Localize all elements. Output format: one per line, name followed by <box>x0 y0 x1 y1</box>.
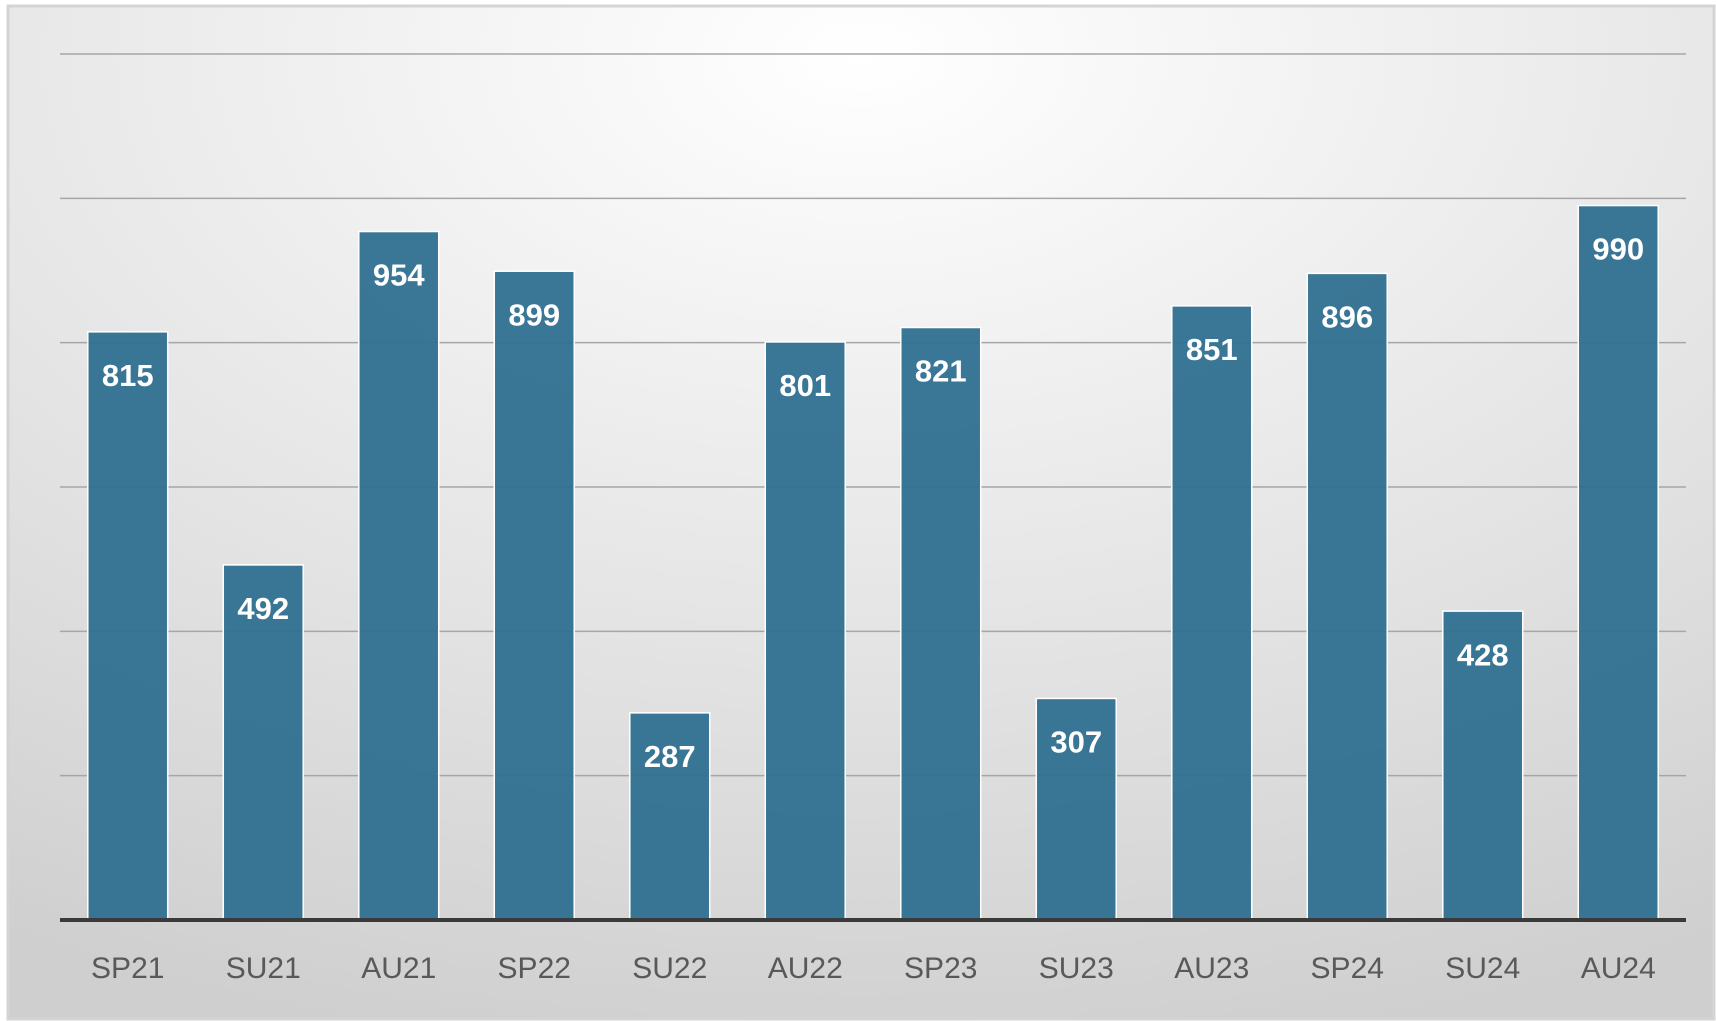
x-tick-label: SP22 <box>498 952 571 985</box>
x-tick-label: SU24 <box>1445 952 1520 985</box>
data-label: 896 <box>1321 300 1373 335</box>
bar <box>1035 697 1117 921</box>
x-tick-label: AU21 <box>361 952 436 985</box>
data-label: 307 <box>1050 725 1102 760</box>
data-label: 428 <box>1457 637 1509 672</box>
data-label: 492 <box>237 591 289 626</box>
bar <box>493 270 575 921</box>
bar <box>900 326 982 921</box>
x-tick-label: SU23 <box>1039 952 1114 985</box>
bar <box>764 341 846 921</box>
x-tick-label: AU24 <box>1581 952 1656 985</box>
bar <box>87 331 169 921</box>
data-label: 821 <box>915 354 967 389</box>
bar <box>1577 204 1659 921</box>
data-label: 899 <box>508 297 560 332</box>
bar <box>629 712 711 921</box>
data-label: 801 <box>779 368 831 403</box>
bar <box>1171 305 1253 921</box>
x-tick-label: SP24 <box>1311 952 1384 985</box>
data-label: 990 <box>1592 232 1644 267</box>
x-tick-label: SP23 <box>904 952 977 985</box>
data-label: 287 <box>644 739 696 774</box>
bar <box>358 230 440 921</box>
bar <box>222 564 304 921</box>
x-tick-label: SU21 <box>226 952 301 985</box>
bar <box>1306 272 1388 921</box>
x-tick-label: SU22 <box>632 952 707 985</box>
x-tick-label: SP21 <box>91 952 164 985</box>
x-tick-label: AU22 <box>768 952 843 985</box>
data-label: 815 <box>102 358 154 393</box>
x-tick-label: AU23 <box>1174 952 1249 985</box>
data-label: 851 <box>1186 332 1238 367</box>
data-label: 954 <box>373 258 425 293</box>
bar <box>1442 610 1524 921</box>
